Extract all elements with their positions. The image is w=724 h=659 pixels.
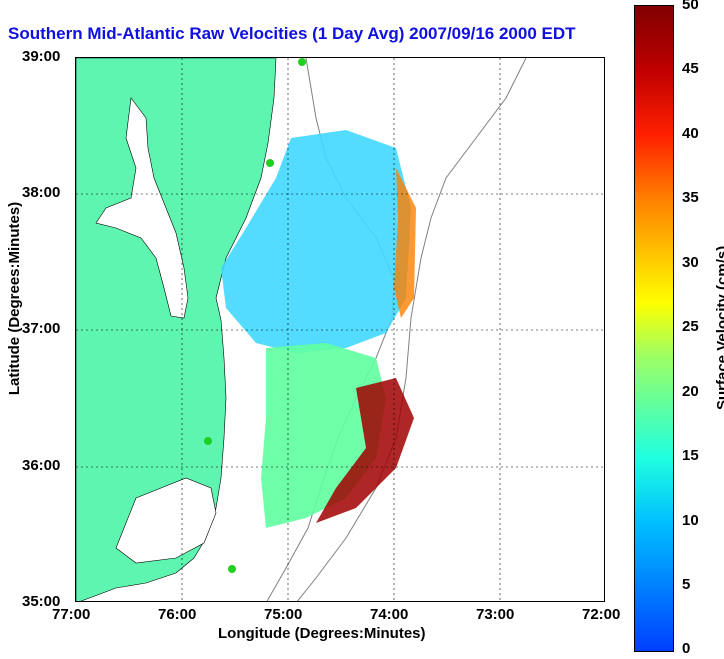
colorbar (634, 5, 674, 652)
y-tick-label: 38:00 (22, 184, 61, 201)
colorbar-tick: 40 (682, 125, 699, 142)
colorbar-tick: 50 (682, 0, 699, 13)
y-tick-label: 39:00 (22, 48, 61, 65)
colorbar-tick: 10 (682, 512, 699, 529)
colorbar-tick: 0 (682, 640, 691, 657)
x-tick-label: 74:00 (370, 606, 409, 623)
colorbar-tick: 35 (682, 189, 699, 206)
colorbar-tick: 25 (682, 318, 699, 335)
y-tick-label: 36:00 (22, 457, 61, 474)
bathymetry-contour-outer (296, 58, 527, 601)
velocity-field-north (221, 130, 411, 353)
grid-lines (76, 58, 604, 601)
station-marker (266, 159, 274, 167)
x-tick-label: 76:00 (158, 606, 197, 623)
colorbar-label: Surface Velocity (cm/s) (714, 245, 724, 410)
map-canvas (76, 58, 604, 601)
station-marker (228, 565, 236, 573)
colorbar-tick: 20 (682, 383, 699, 400)
y-tick-label: 37:00 (22, 320, 61, 337)
station-marker (204, 437, 212, 445)
colorbar-tick: 5 (682, 576, 691, 593)
pamlico-sound (115, 477, 217, 564)
x-axis-label: Longitude (Degrees:Minutes) (218, 625, 426, 642)
y-tick-label: 35:00 (22, 593, 61, 610)
chesapeake-bay (95, 97, 189, 319)
map-title: Southern Mid-Atlantic Raw Velocities (1 … (8, 24, 576, 43)
x-tick-label: 72:00 (582, 606, 621, 623)
colorbar-tick: 30 (682, 254, 699, 271)
velocity-field-south-edge (316, 378, 414, 523)
velocity-field-north-edge (394, 168, 416, 318)
colorbar-tick: 15 (682, 447, 699, 464)
x-tick-label: 73:00 (476, 606, 515, 623)
x-tick-label: 77:00 (52, 606, 91, 623)
map-plot-area (75, 57, 605, 602)
colorbar-tick: 45 (682, 60, 699, 77)
x-tick-label: 75:00 (264, 606, 303, 623)
y-axis-label: Latitude (Degrees:Minutes) (6, 201, 24, 396)
station-marker (298, 58, 306, 66)
